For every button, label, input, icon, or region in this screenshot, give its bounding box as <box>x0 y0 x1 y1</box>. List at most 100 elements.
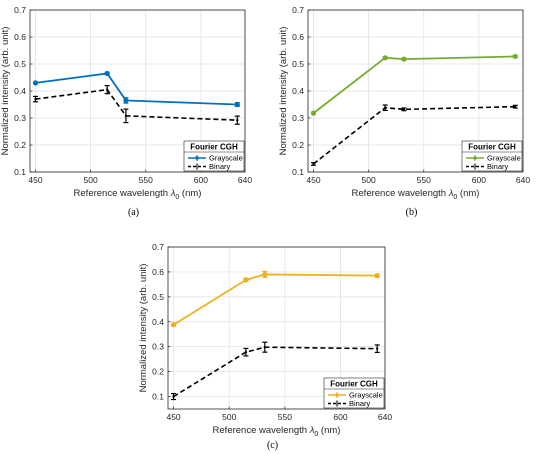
legend-swatch-marker <box>335 393 339 397</box>
chart-panel-b: 450 500 550 600 640 0.1 0.2 0.3 0.4 0.5 0.6 0.7 Refe… <box>278 5 530 218</box>
y-tick-label: 0.3 <box>14 113 26 123</box>
x-axis-label-symbol: λ <box>170 188 176 199</box>
legend-label: Grayscale <box>487 154 521 163</box>
series-binary <box>311 104 518 166</box>
data-point <box>402 108 406 111</box>
y-tick-label: 0.6 <box>152 267 164 277</box>
legend-title: Fourier CGH <box>190 143 238 152</box>
y-tick-label: 0.7 <box>152 242 164 252</box>
legend-label: Binary <box>349 399 371 408</box>
y-axis-label: Normalized intensity (arb. unit) <box>138 264 149 393</box>
y-tick-label: 0.2 <box>292 140 304 150</box>
series-grayscale <box>310 53 518 116</box>
x-tick-label: 640 <box>238 175 252 185</box>
x-tick-label: 500 <box>84 175 98 185</box>
y-tick-label: 0.3 <box>152 342 164 352</box>
chart-panel-c: 450 500 550 600 640 0.1 0.2 0.3 0.4 0.5 0.6 0.7 Refe… <box>138 242 392 451</box>
x-tick-label: 600 <box>194 175 208 185</box>
panel-label: (c) <box>267 440 278 451</box>
legend-swatch-marker <box>473 156 477 160</box>
x-tick-label: 600 <box>472 175 486 185</box>
series-grayscale <box>170 270 380 328</box>
y-tick-label: 0.4 <box>14 86 26 96</box>
x-tick-label: 640 <box>378 412 392 422</box>
legend-label: Binary <box>487 162 509 171</box>
data-point <box>382 55 388 61</box>
x-tick-label: 450 <box>28 175 42 185</box>
data-point <box>105 88 109 91</box>
legend-label: Grayscale <box>349 391 383 400</box>
legend-title: Fourier CGH <box>330 380 378 389</box>
x-axis-label: Reference wavelength λ0 (nm) <box>74 188 202 201</box>
data-point <box>310 110 317 116</box>
legend-title: Fourier CGH <box>468 143 516 152</box>
data-point <box>383 106 387 109</box>
series-binary <box>33 84 240 125</box>
legend-swatch-marker <box>195 156 199 160</box>
data-point <box>236 118 239 122</box>
y-tick-label: 0.2 <box>152 367 164 377</box>
panel-label: (a) <box>128 207 139 218</box>
x-axis-label-subscript: 0 <box>453 194 457 201</box>
y-tick-label: 0.6 <box>14 32 26 42</box>
series-grayscale <box>32 70 240 108</box>
series-line <box>35 88 238 121</box>
series-line <box>313 105 516 165</box>
legend-label: Grayscale <box>209 154 243 163</box>
y-tick-label: 0.6 <box>292 32 304 42</box>
data-point <box>514 105 517 108</box>
data-point <box>34 97 37 101</box>
x-tick-label: 450 <box>166 412 180 422</box>
data-point <box>172 395 175 398</box>
data-point <box>32 80 39 86</box>
y-axis-label: Normalized intensity (arb. unit) <box>278 27 289 156</box>
series-line <box>35 72 238 106</box>
x-axis-label: Reference wavelength λ0 (nm) <box>352 188 480 201</box>
y-tick-label: 0.2 <box>14 140 26 150</box>
x-axis-label-symbol: λ <box>448 188 454 199</box>
series-line <box>173 273 378 326</box>
x-tick-label: 600 <box>333 412 347 422</box>
x-axis-label-unit: (nm) <box>457 188 479 199</box>
x-axis-label-subscript: 0 <box>314 431 318 438</box>
x-axis-label: Reference wavelength λ0 (nm) <box>213 425 341 438</box>
x-tick-label: 550 <box>278 412 292 422</box>
axes-box <box>167 246 386 410</box>
data-point <box>512 53 518 60</box>
data-point <box>263 345 267 349</box>
series-line <box>312 55 516 114</box>
x-axis-label-unit: (nm) <box>179 188 201 199</box>
x-axis-label-text: Reference wavelength <box>213 425 310 436</box>
data-point <box>401 56 407 62</box>
x-tick-label: 550 <box>417 175 431 185</box>
data-point <box>234 101 240 108</box>
y-tick-label: 0.7 <box>14 5 26 15</box>
data-point <box>104 70 110 77</box>
data-point <box>312 162 315 166</box>
data-point <box>262 271 268 278</box>
series-binary <box>171 341 380 401</box>
x-axis-label-subscript: 0 <box>175 194 179 201</box>
x-axis-label-symbol: λ <box>309 425 315 436</box>
x-tick-label: 550 <box>139 175 153 185</box>
x-axis-label-text: Reference wavelength <box>352 188 449 199</box>
chart-panel-a: 450 500 550 600 640 0.1 0.2 0.3 0.4 0.5 0.6 0.7 Refe… <box>0 5 252 218</box>
x-tick-label: 500 <box>222 412 236 422</box>
y-tick-label: 0.5 <box>14 59 26 69</box>
y-tick-label: 0.4 <box>292 86 304 96</box>
x-tick-label: 500 <box>362 175 376 185</box>
y-tick-label: 0.1 <box>14 167 26 177</box>
y-tick-label: 0.3 <box>292 113 304 123</box>
data-point <box>244 350 248 354</box>
data-point <box>124 114 128 118</box>
y-tick-label: 0.1 <box>152 392 164 402</box>
data-point <box>123 97 129 104</box>
y-tick-label: 0.5 <box>152 292 164 302</box>
x-axis-label-text: Reference wavelength <box>74 188 171 199</box>
series-line <box>173 346 378 398</box>
x-tick-label: 640 <box>516 175 530 185</box>
y-tick-label: 0.4 <box>152 317 164 327</box>
